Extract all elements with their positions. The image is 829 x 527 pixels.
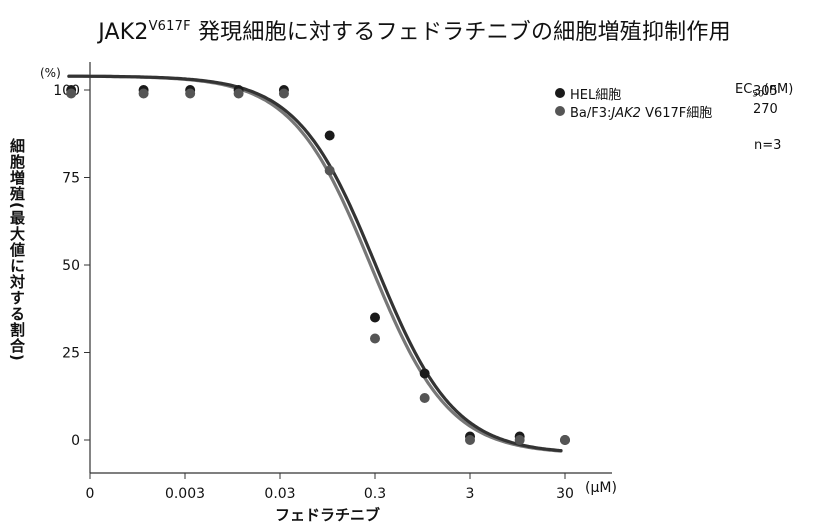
x-axis-unit: (μM)	[585, 480, 617, 496]
y-tick-label: 50	[62, 258, 80, 274]
x-tick-label: 0.003	[165, 486, 205, 502]
data-point-baf3	[233, 88, 244, 99]
data-point-hel	[419, 368, 430, 379]
y-axis-unit: (%)	[40, 66, 61, 80]
legend-ec50-hel: 305	[753, 84, 778, 99]
data-point-hel	[370, 312, 380, 323]
legend-label-hel: HEL細胞	[570, 88, 622, 103]
x-tick-label: 0.3	[364, 486, 386, 502]
legend-ec50-baf3: 270	[753, 102, 778, 117]
fit-curve-hel	[67, 74, 563, 453]
data-point-baf3	[278, 88, 289, 99]
legend-label-baf3-suffix: V617F細胞	[640, 106, 713, 121]
data-point-baf3	[514, 435, 525, 445]
data-point-baf3	[560, 435, 570, 445]
data-point-baf3	[370, 333, 380, 344]
x-tick-label: 30	[556, 486, 574, 502]
legend-marker-hel	[555, 88, 565, 98]
data-point-baf3	[465, 435, 475, 445]
title-superscript: V617F	[148, 19, 191, 34]
data-point-baf3	[66, 88, 77, 99]
chart-title: JAK2V617F 発現細胞に対するフェドラチニブの細胞増殖抑制作用	[0, 14, 829, 46]
y-tick-label: 25	[62, 346, 80, 362]
data-point-baf3	[138, 88, 149, 99]
data-point-hel	[324, 130, 335, 141]
legend-label-baf3: Ba/F3:JAK2 V617F細胞	[570, 102, 712, 121]
title-rest: 発現細胞に対するフェドラチニブの細胞増殖抑制作用	[197, 20, 731, 45]
x-tick-label: 0	[86, 486, 95, 502]
x-axis-label: フェドラチニブ	[275, 506, 381, 524]
legend-marker-baf3	[555, 106, 565, 116]
y-tick-label: 75	[62, 171, 80, 187]
ec50-header: EC50(nM)	[735, 82, 794, 100]
legend-label-baf3-gene: JAK2	[611, 106, 641, 121]
title-base: JAK2	[98, 20, 149, 45]
x-tick-label: 3	[466, 486, 475, 502]
data-point-baf3	[324, 165, 335, 176]
data-point-baf3	[419, 393, 430, 403]
n-label: n=3	[754, 138, 782, 153]
data-point-baf3	[185, 88, 196, 99]
x-tick-label: 0.03	[264, 486, 295, 502]
legend-label-baf3-prefix: Ba/F3:	[570, 106, 612, 121]
y-axis-label: 細胞増殖(最大値に対する割合)	[8, 138, 26, 362]
y-tick-label: 0	[71, 433, 80, 449]
fit-curve-baf3	[67, 74, 563, 453]
